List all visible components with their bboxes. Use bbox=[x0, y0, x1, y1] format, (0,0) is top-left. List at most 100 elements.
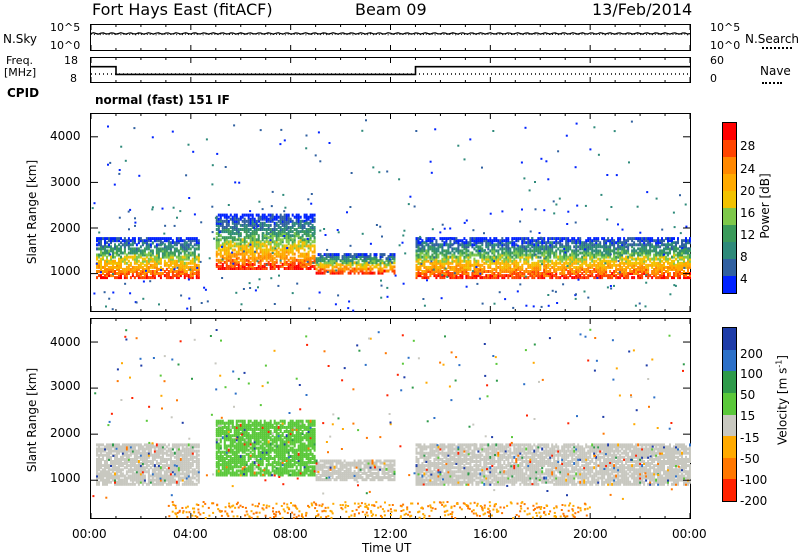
power-cell bbox=[679, 249, 681, 252]
power-scatter bbox=[361, 130, 363, 132]
power-cell bbox=[525, 268, 527, 271]
power-cell bbox=[266, 216, 268, 219]
power-cell bbox=[418, 254, 420, 257]
power-scatter bbox=[307, 238, 309, 240]
power-cell bbox=[380, 253, 382, 256]
power-cell bbox=[579, 274, 581, 277]
power-scatter bbox=[381, 285, 383, 287]
power-scatter bbox=[399, 244, 401, 246]
power-cell bbox=[276, 214, 278, 217]
power-cell bbox=[352, 255, 354, 258]
power-cell bbox=[356, 261, 358, 264]
power-cell bbox=[615, 247, 617, 250]
power-cell bbox=[136, 256, 138, 259]
power-scatter bbox=[490, 213, 492, 215]
power-scatter bbox=[508, 247, 510, 249]
power-cell bbox=[611, 237, 613, 240]
power-cell bbox=[499, 254, 501, 257]
power-cell bbox=[475, 249, 477, 252]
power-cell bbox=[166, 237, 168, 240]
power-scatter bbox=[241, 303, 243, 305]
power-cell bbox=[300, 230, 302, 233]
power-cell bbox=[360, 263, 362, 266]
power-cell bbox=[609, 270, 611, 273]
power-cell bbox=[523, 270, 525, 273]
power-cell bbox=[180, 252, 182, 255]
power-cell bbox=[549, 268, 551, 271]
power-cell bbox=[194, 272, 196, 275]
power-scatter bbox=[457, 145, 459, 147]
power-scatter bbox=[107, 126, 109, 128]
velocity-cell bbox=[124, 458, 126, 461]
power-scatter bbox=[109, 254, 111, 256]
power-scatter bbox=[472, 270, 474, 272]
power-cell bbox=[625, 249, 627, 252]
power-cell bbox=[232, 244, 234, 247]
power-cell bbox=[322, 263, 324, 266]
power-scatter bbox=[211, 206, 213, 208]
power-scatter bbox=[441, 274, 443, 276]
power-scatter bbox=[618, 260, 620, 262]
power-cell bbox=[559, 237, 561, 240]
velocity-cell bbox=[116, 466, 118, 469]
power-cell bbox=[310, 226, 312, 229]
power-cell bbox=[268, 214, 270, 217]
power-cell bbox=[581, 241, 583, 244]
power-scatter bbox=[517, 245, 519, 247]
power-cell bbox=[386, 270, 388, 273]
power-cell bbox=[144, 264, 146, 267]
power-cell bbox=[507, 274, 509, 277]
power-cell bbox=[537, 256, 539, 259]
power-cell bbox=[142, 258, 144, 261]
power-scatter bbox=[395, 275, 397, 277]
power-scatter bbox=[161, 243, 163, 245]
power-cell bbox=[559, 272, 561, 275]
power-cell bbox=[152, 249, 154, 252]
power-cell bbox=[364, 272, 366, 275]
power-cell bbox=[240, 265, 242, 268]
power-scatter bbox=[585, 205, 587, 207]
power-cell bbox=[382, 253, 384, 256]
power-scatter bbox=[152, 243, 154, 245]
power-cell bbox=[421, 256, 423, 259]
power-scatter bbox=[212, 231, 214, 233]
power-scatter bbox=[143, 281, 145, 283]
power-scatter bbox=[134, 222, 136, 224]
power-cell bbox=[122, 258, 124, 261]
power-cell bbox=[306, 253, 308, 256]
power-cell bbox=[242, 220, 244, 223]
power-cell bbox=[114, 243, 116, 246]
power-cell bbox=[370, 253, 372, 256]
power-cell bbox=[571, 268, 573, 271]
power-cell bbox=[667, 252, 669, 255]
power-cell bbox=[98, 274, 100, 277]
power-scatter bbox=[548, 305, 550, 307]
power-scatter bbox=[362, 233, 364, 235]
power-cell bbox=[168, 252, 170, 255]
power-cell bbox=[633, 237, 635, 240]
power-cell bbox=[475, 237, 477, 240]
power-scatter bbox=[109, 162, 111, 164]
power-cell bbox=[441, 270, 443, 273]
power-cell bbox=[557, 276, 559, 279]
power-cell bbox=[535, 262, 537, 265]
power-cell bbox=[96, 237, 98, 240]
power-cell bbox=[278, 242, 280, 245]
power-cell bbox=[665, 266, 667, 269]
power-cell bbox=[120, 256, 122, 259]
power-cell bbox=[132, 266, 134, 269]
power-cell bbox=[635, 268, 637, 271]
power-cell bbox=[244, 218, 246, 221]
power-cell bbox=[507, 237, 509, 240]
power-cell bbox=[356, 253, 358, 256]
power-scatter bbox=[279, 143, 281, 145]
power-cell bbox=[645, 243, 647, 246]
power-cell bbox=[511, 252, 513, 255]
power-scatter bbox=[441, 297, 443, 299]
power-cell bbox=[160, 247, 162, 250]
power-cell bbox=[392, 253, 394, 256]
power-scatter bbox=[225, 166, 227, 168]
power-scatter bbox=[335, 303, 337, 305]
power-cell bbox=[178, 237, 180, 240]
power-cell bbox=[220, 234, 222, 237]
